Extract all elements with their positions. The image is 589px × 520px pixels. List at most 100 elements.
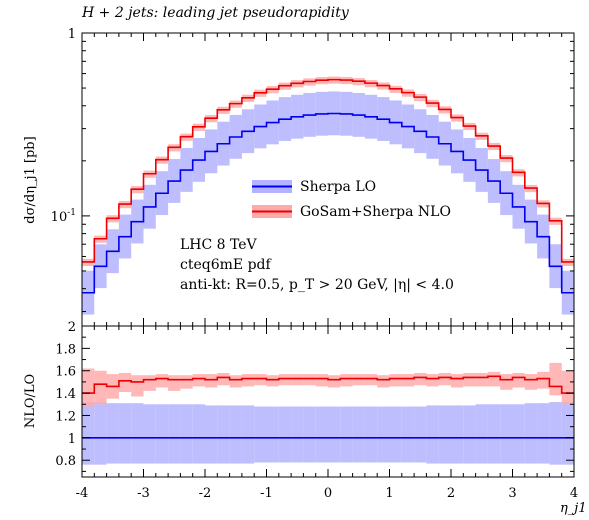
ratio-y-tick-label: 1.8 (55, 342, 76, 357)
ratio-band-lo-bin (364, 406, 378, 463)
ratio-band-lo-bin (500, 404, 513, 464)
ratio-band-lo-bin (475, 404, 488, 464)
ratio-y-tick-label: 1.2 (55, 409, 76, 424)
ratio-band-nlo-bin (463, 372, 476, 387)
ratio-band-lo-bin (303, 406, 316, 463)
ratio-band-lo-bin (451, 405, 464, 464)
x-axis-label: η_j1 (560, 501, 587, 516)
ratio-band-nlo-bin (414, 372, 427, 386)
ratio-band-lo-bin (377, 406, 390, 463)
ratio-band-nlo-bin (340, 374, 353, 387)
x-tick-label: 0 (324, 486, 332, 501)
ratio-band-lo-bin (205, 405, 218, 464)
x-tick-label: 1 (385, 486, 393, 501)
ratio-band-nlo-bin (401, 374, 415, 387)
ratio-band-nlo-bin (524, 374, 538, 390)
main-panel: dσ/dη_j1 [pb] 10-1 1 Sherpa LO GoSam+Sher… (23, 27, 575, 327)
ratio-band-lo-bin (549, 402, 562, 465)
ratio-band-nlo-bin (143, 375, 156, 391)
main-y-tick-label: 1 (68, 27, 76, 42)
ratio-band-lo-bin (487, 404, 501, 464)
ratio-band-nlo-bin (537, 371, 550, 389)
annotation-pdf: cteq6mE pdf (180, 257, 272, 273)
x-tick-label: 3 (508, 486, 516, 501)
ratio-y-tick-label: 1 (68, 432, 76, 447)
ratio-band-lo-bin (155, 404, 169, 464)
ratio-band-nlo-bin (131, 375, 144, 397)
legend-entry-nlo: GoSam+Sherpa NLO (252, 204, 451, 220)
ratio-band-nlo-bin (352, 374, 365, 386)
ratio-band-lo-bin (82, 402, 95, 465)
ratio-band-lo-bin (168, 404, 181, 464)
ratio-y-tick-label: 0.8 (55, 454, 76, 469)
ratio-band-nlo-bin (118, 372, 132, 392)
ratio-y-tick-label: 1.6 (55, 365, 76, 380)
ratio-band-nlo-bin (168, 375, 181, 391)
ratio-band-lo-bin (438, 405, 451, 464)
ratio-band-nlo-bin (94, 370, 107, 405)
ratio-lines (82, 375, 574, 439)
ratio-band-lo-bin (192, 404, 205, 464)
ratio-line-gosam-nlo (82, 375, 574, 394)
x-tick-label: -3 (137, 486, 150, 501)
ratio-bands (82, 362, 574, 465)
ratio-band-nlo-bin (475, 372, 488, 387)
ratio-band-nlo-bin (205, 374, 218, 388)
ratio-band-nlo-bin (266, 375, 279, 387)
ratio-band-lo-bin (143, 404, 156, 464)
chart-title: H + 2 jets: leading jet pseudorapidity (81, 5, 350, 21)
ratio-y-tick-label: 2 (68, 320, 76, 335)
ratio-band-lo-bin (266, 406, 279, 463)
annotation-energy: LHC 8 TeV (180, 237, 258, 253)
ratio-band-lo-bin (524, 403, 538, 464)
x-tick-label: 4 (570, 486, 578, 501)
ratio-band-nlo-bin (278, 374, 292, 386)
ratio-yticklabels: 0.8 1 1.2 1.4 1.6 1.8 2 (55, 320, 76, 469)
x-ticklabels: -4 -3 -2 -1 0 1 2 3 4 (76, 486, 578, 501)
ratio-band-lo-bin (229, 405, 242, 464)
main-yticklabels: 10-1 1 (51, 27, 76, 225)
ratio-band-lo-bin (131, 403, 144, 464)
legend-entry-lo: Sherpa LO (252, 179, 376, 195)
ratio-band-lo-bin (315, 406, 328, 463)
ratio-band-nlo-bin (315, 374, 328, 387)
ratio-band-lo-bin (561, 402, 574, 465)
ratio-band-nlo-bin (426, 374, 439, 387)
ratio-band-nlo-bin (291, 374, 304, 386)
ratio-band-nlo-bin (254, 374, 267, 386)
ratio-band-nlo-bin (328, 375, 341, 388)
ratio-band-nlo-bin (487, 371, 501, 387)
ratio-band-lo-bin (537, 403, 550, 464)
annotation-cuts: anti-kt: R=0.5, p_T > 20 GeV, |η| < 4.0 (180, 277, 454, 293)
ratio-band-lo-bin (463, 405, 476, 464)
ratio-band-nlo-bin (438, 372, 451, 386)
ratio-band-lo-bin (106, 403, 119, 464)
ratio-band-lo-bin (180, 404, 193, 464)
legend-label-lo: Sherpa LO (300, 179, 376, 195)
ratio-band-nlo-bin (389, 374, 402, 387)
main-lines (82, 78, 574, 294)
ratio-band-nlo-bin (192, 374, 205, 387)
x-tick-label: -1 (260, 486, 273, 501)
ratio-band-nlo-bin (229, 375, 242, 388)
ratio-band-nlo-bin (155, 374, 169, 388)
ratio-band-nlo-bin (82, 368, 95, 407)
ratio-band-nlo-bin (364, 374, 378, 386)
x-tick-label: 2 (447, 486, 455, 501)
ratio-band-lo-bin (401, 406, 415, 463)
main-y-tick-label-exponent: -1 (67, 208, 76, 218)
ratio-band-lo-bin (241, 405, 255, 464)
main-line-gosam-nlo (82, 78, 574, 263)
ratio-band-nlo-bin (217, 372, 230, 386)
ratio-band-lo-bin (340, 406, 353, 463)
ratio-band-lo-bin (94, 402, 107, 465)
ratio-band-nlo-bin (303, 374, 316, 386)
ratio-band-nlo-bin (241, 374, 255, 387)
ratio-band-lo-bin (254, 406, 267, 463)
ratio-band-lo-bin (389, 406, 402, 463)
main-y-tick-label: 10-1 (51, 208, 76, 225)
ratio-band-nlo-bin (377, 375, 390, 388)
ratio-band-lo-bin (118, 403, 132, 464)
main-y-label: dσ/dη_j1 [pb] (23, 136, 38, 223)
